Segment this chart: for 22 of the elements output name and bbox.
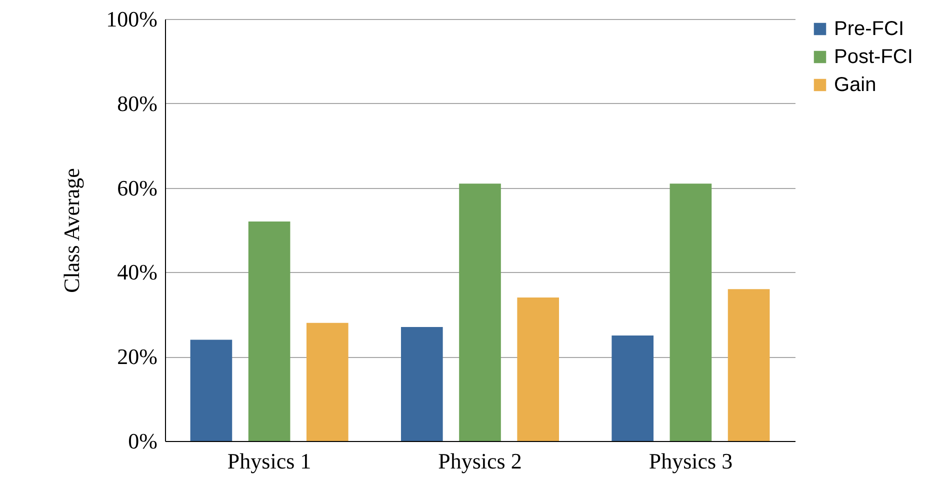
- y-axis-title: Class Average: [59, 168, 84, 293]
- y-tick-label: 80%: [117, 90, 158, 116]
- y-tick-label: 100%: [106, 6, 158, 32]
- bar: [517, 298, 560, 441]
- x-tick-label: Physics 3: [648, 448, 733, 474]
- legend-label: Post-FCI: [834, 46, 913, 68]
- bar: [400, 327, 443, 441]
- bar: [248, 222, 290, 441]
- x-tick-label: Physics 2: [438, 448, 522, 474]
- bar: [306, 322, 348, 441]
- y-tick-label: 0%: [128, 428, 158, 454]
- y-tick-label: 20%: [117, 344, 158, 370]
- legend-label: Gain: [834, 74, 876, 96]
- bar: [612, 336, 654, 441]
- legend-label: Pre-FCI: [834, 18, 904, 40]
- x-tick-label: Physics 1: [227, 448, 312, 474]
- bar: [670, 184, 712, 441]
- bar: [459, 184, 501, 441]
- y-tick-label: 60%: [117, 175, 158, 200]
- bar: [728, 289, 770, 441]
- y-tick-label: 40%: [117, 260, 158, 285]
- bar: [190, 340, 232, 441]
